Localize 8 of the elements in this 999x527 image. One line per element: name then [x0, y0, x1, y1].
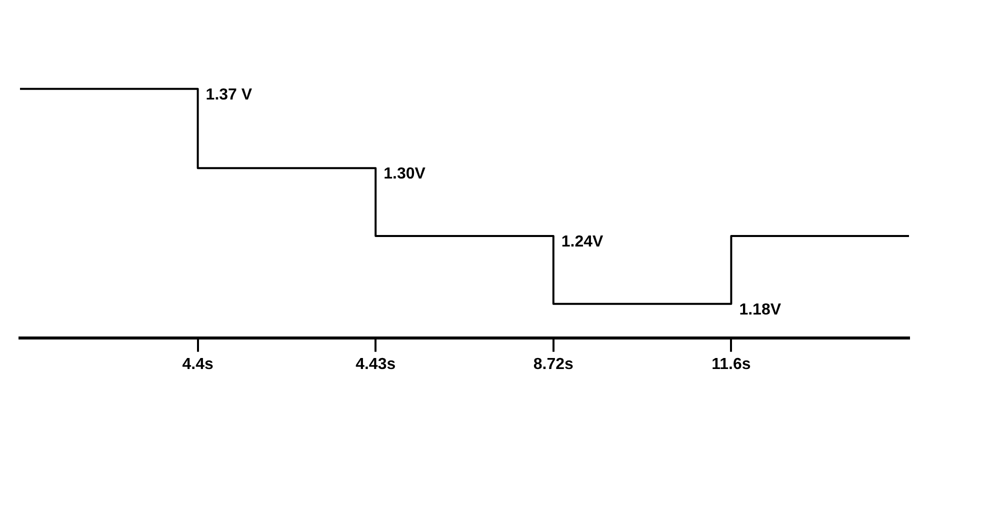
data-label: 1.18V — [739, 301, 782, 318]
data-label: 1.37 V — [206, 86, 252, 104]
data-label: 1.24V — [561, 233, 604, 250]
x-tick-label: 4.4s — [182, 356, 214, 373]
x-tick-label: 8.72s — [533, 356, 574, 373]
x-tick-label: 11.6s — [712, 356, 751, 373]
x-tick-label: 4.43s — [356, 356, 396, 373]
data-label: 1.30V — [384, 166, 426, 183]
